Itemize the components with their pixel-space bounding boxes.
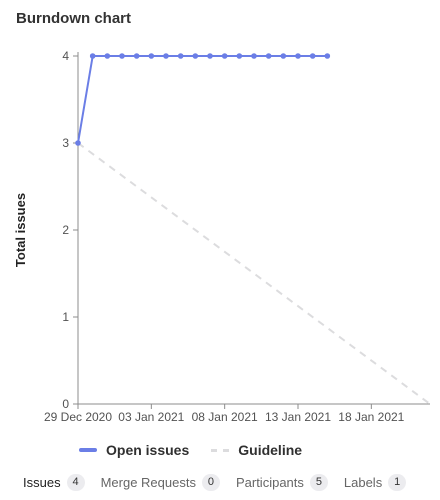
data-point: [236, 53, 243, 59]
data-point: [251, 53, 257, 59]
legend-swatch-open-issues: [79, 448, 97, 452]
data-point: [104, 53, 111, 59]
tab-labels[interactable]: Labels 1: [343, 474, 407, 491]
data-point: [265, 53, 272, 59]
data-point: [177, 53, 184, 59]
series-line-guideline: [77, 142, 431, 405]
legend-item-guideline[interactable]: Guideline: [211, 442, 302, 458]
tab-participants-count: 5: [309, 474, 328, 491]
data-point: [163, 53, 169, 59]
tabs-bar: Issues 4 Merge Requests 0 Participants 5…: [23, 474, 422, 491]
data-point: [75, 140, 81, 146]
x-tick-label: 08 Jan 2021: [192, 410, 258, 424]
y-tick-label: 4: [62, 49, 69, 63]
data-point: [148, 53, 155, 59]
burndown-chart: 0 1 2 3 4 29 Dec 2020 03 Jan 2021 08 Jan 2021 13…: [13, 49, 431, 424]
data-point: [192, 53, 199, 59]
y-tick-label: 1: [62, 310, 69, 324]
chart-legend: Open issues Guideline: [79, 442, 324, 458]
chart-title: Burndown chart: [16, 10, 131, 27]
series-line-open-issues: [77, 55, 328, 144]
x-tick-label: 18 Jan 2021: [338, 410, 404, 424]
data-point: [207, 53, 213, 59]
legend-swatch-guideline: [211, 448, 230, 452]
data-point: [324, 53, 331, 59]
tab-labels-label: Labels: [343, 475, 383, 490]
tab-merge-requests-label: Merge Requests: [100, 475, 196, 490]
data-point: [221, 53, 228, 59]
tab-participants[interactable]: Participants 5: [236, 474, 328, 491]
legend-label-guideline: Guideline: [238, 442, 303, 458]
data-point: [89, 53, 96, 59]
tab-merge-requests-count: 0: [201, 474, 220, 491]
data-point: [280, 53, 287, 59]
chart-axes: 0 1 2 3 4 29 Dec 2020 03 Jan 2021 08 Jan 2021 13…: [13, 49, 430, 424]
data-point: [133, 53, 140, 59]
tab-issues[interactable]: Issues 4: [23, 474, 85, 491]
chart-series: [75, 53, 431, 405]
y-tick-label: 3: [62, 136, 69, 150]
tab-issues-count: 4: [66, 474, 85, 491]
x-tick-label: 29 Dec 2020: [44, 410, 112, 424]
legend-label-open-issues: Open issues: [106, 442, 190, 458]
data-point: [309, 53, 316, 59]
data-point: [295, 53, 301, 59]
tab-merge-requests[interactable]: Merge Requests 0: [101, 474, 220, 491]
x-tick-label: 03 Jan 2021: [118, 410, 184, 424]
y-tick-label: 2: [62, 223, 69, 237]
tab-labels-count: 1: [388, 474, 407, 491]
tab-participants-label: Participants: [235, 475, 304, 490]
tab-issues-label: Issues: [23, 475, 61, 490]
y-axis-title: Total issues: [13, 193, 28, 267]
legend-item-open-issues[interactable]: Open issues: [79, 442, 189, 458]
data-point: [119, 53, 125, 59]
y-tick-label: 0: [62, 397, 69, 411]
x-tick-label: 13 Jan 2021: [265, 410, 331, 424]
